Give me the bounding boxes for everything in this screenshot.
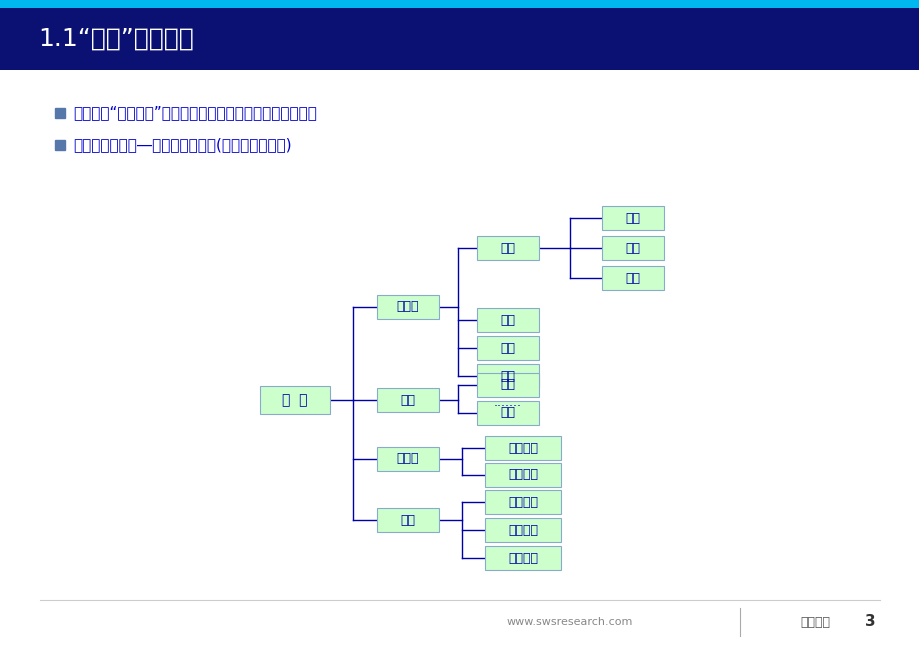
Text: 谷物: 谷物 [625,212,640,225]
Bar [55,108,65,118]
Text: .......: ....... [494,396,521,409]
Text: 林业: 林业 [400,393,415,406]
Bar [484,436,561,460]
Text: 营林: 营林 [500,378,515,391]
Text: 豆类: 豆类 [625,242,640,255]
Text: 棉花: 棉花 [500,342,515,355]
Text: 3: 3 [864,615,874,630]
Text: 申万研究: 申万研究 [800,615,829,628]
Bar [476,236,539,260]
Bar [484,546,561,570]
Bar [0,8,919,70]
Text: 渔业: 渔业 [400,514,415,527]
Bar [377,295,438,319]
Text: 养殖业: 养殖业 [396,452,419,465]
Text: 糖料: 糖料 [500,370,515,383]
Bar [484,518,561,542]
Text: www.swsresearch.com: www.swsresearch.com [506,617,632,627]
Bar [476,308,539,332]
Text: 淡水养殖: 淡水养殖 [507,495,538,508]
Text: 诓类: 诓类 [625,271,640,284]
Bar [377,508,438,532]
Text: 农  业: 农 业 [282,393,308,407]
Text: 种植业: 种植业 [396,301,419,314]
Bar [377,447,438,471]
Text: 粮食: 粮食 [500,242,515,255]
Bar [601,236,664,260]
Text: 油料: 油料 [500,314,515,327]
Bar [55,140,65,150]
Bar [260,386,330,414]
Text: 广义：指“农林牧渔”，包括种植业、林业、畜牧业、渔业等: 广义：指“农林牧渔”，包括种植业、林业、畜牧业、渔业等 [73,105,316,120]
Text: 特种养殖: 特种养殖 [507,469,538,482]
Bar [484,463,561,487]
Bar [476,364,539,388]
Text: 1.1“农业”行业范畴: 1.1“农业”行业范畴 [38,27,194,51]
Bar [601,206,664,230]
Text: 畠禽养殖: 畠禽养殖 [507,441,538,454]
Bar [476,373,539,397]
Text: 采伐: 采伐 [500,406,515,419]
Bar [0,0,919,8]
Bar [377,388,438,412]
Text: 海洋捕捕: 海洋捕捕 [507,551,538,564]
Bar [476,401,539,425]
Bar [484,490,561,514]
Text: 海水养殖: 海水养殖 [507,523,538,536]
Text: 狭义：指种植业―农作物种植活动(国家统计局定义): 狭义：指种植业―农作物种植活动(国家统计局定义) [73,137,291,152]
Bar [601,266,664,290]
Bar [476,336,539,360]
